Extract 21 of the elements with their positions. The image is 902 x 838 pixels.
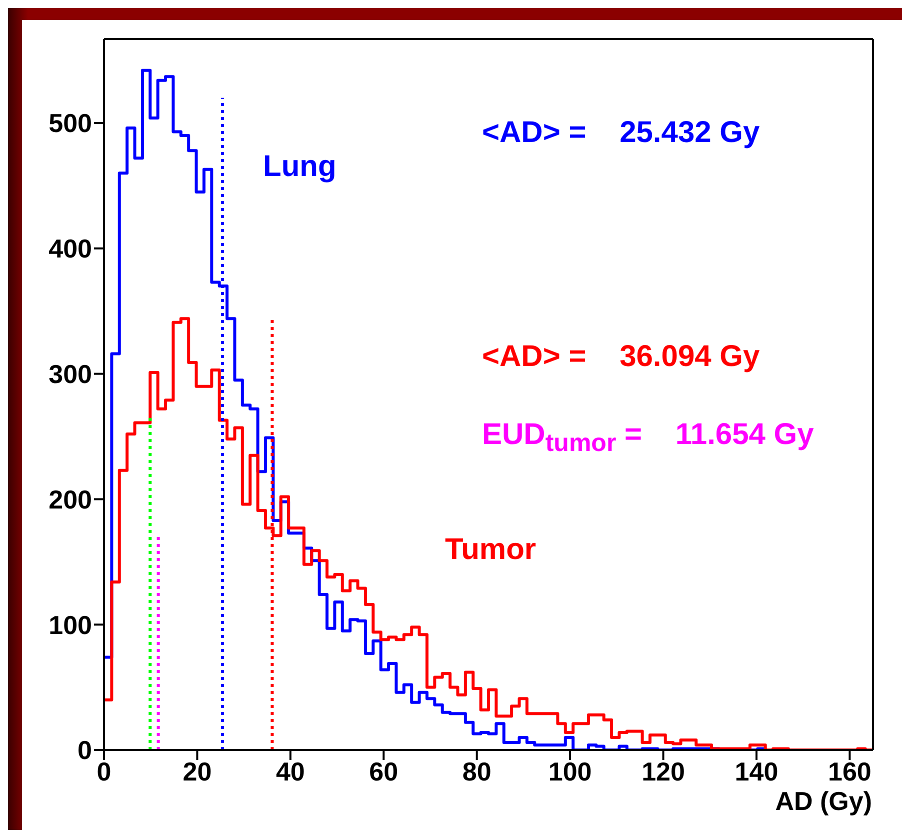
y-tick-label: 500 <box>48 108 92 138</box>
x-tick-label: 80 <box>462 756 492 786</box>
annotation: <AD> = 36.094 Gy <box>482 340 760 374</box>
annotation: <AD> = 25.432 Gy <box>482 116 760 150</box>
x-tick-label: 160 <box>828 756 872 786</box>
x-tick-label: 100 <box>548 756 592 786</box>
y-tick-label: 0 <box>78 735 92 766</box>
annotation: EUD$_{tumor}$ = 11.654 Gy <box>482 418 814 458</box>
x-tick-label: 40 <box>276 756 305 786</box>
y-tick-label: 200 <box>48 484 92 514</box>
x-tick-label: 20 <box>182 756 212 786</box>
x-tick-label: 60 <box>369 756 398 786</box>
x-axis-title: AD (Gy) <box>775 786 872 817</box>
text: Tumor <box>445 533 536 567</box>
x-tick-label: 140 <box>734 756 778 786</box>
y-tick-label: 300 <box>48 359 92 390</box>
y-tick-label: 100 <box>48 610 92 640</box>
y-tick-label: 400 <box>48 234 92 264</box>
x-tick-label: 0 <box>96 756 112 786</box>
x-tick-label: 120 <box>642 756 685 786</box>
series-label: Lung <box>263 150 336 184</box>
